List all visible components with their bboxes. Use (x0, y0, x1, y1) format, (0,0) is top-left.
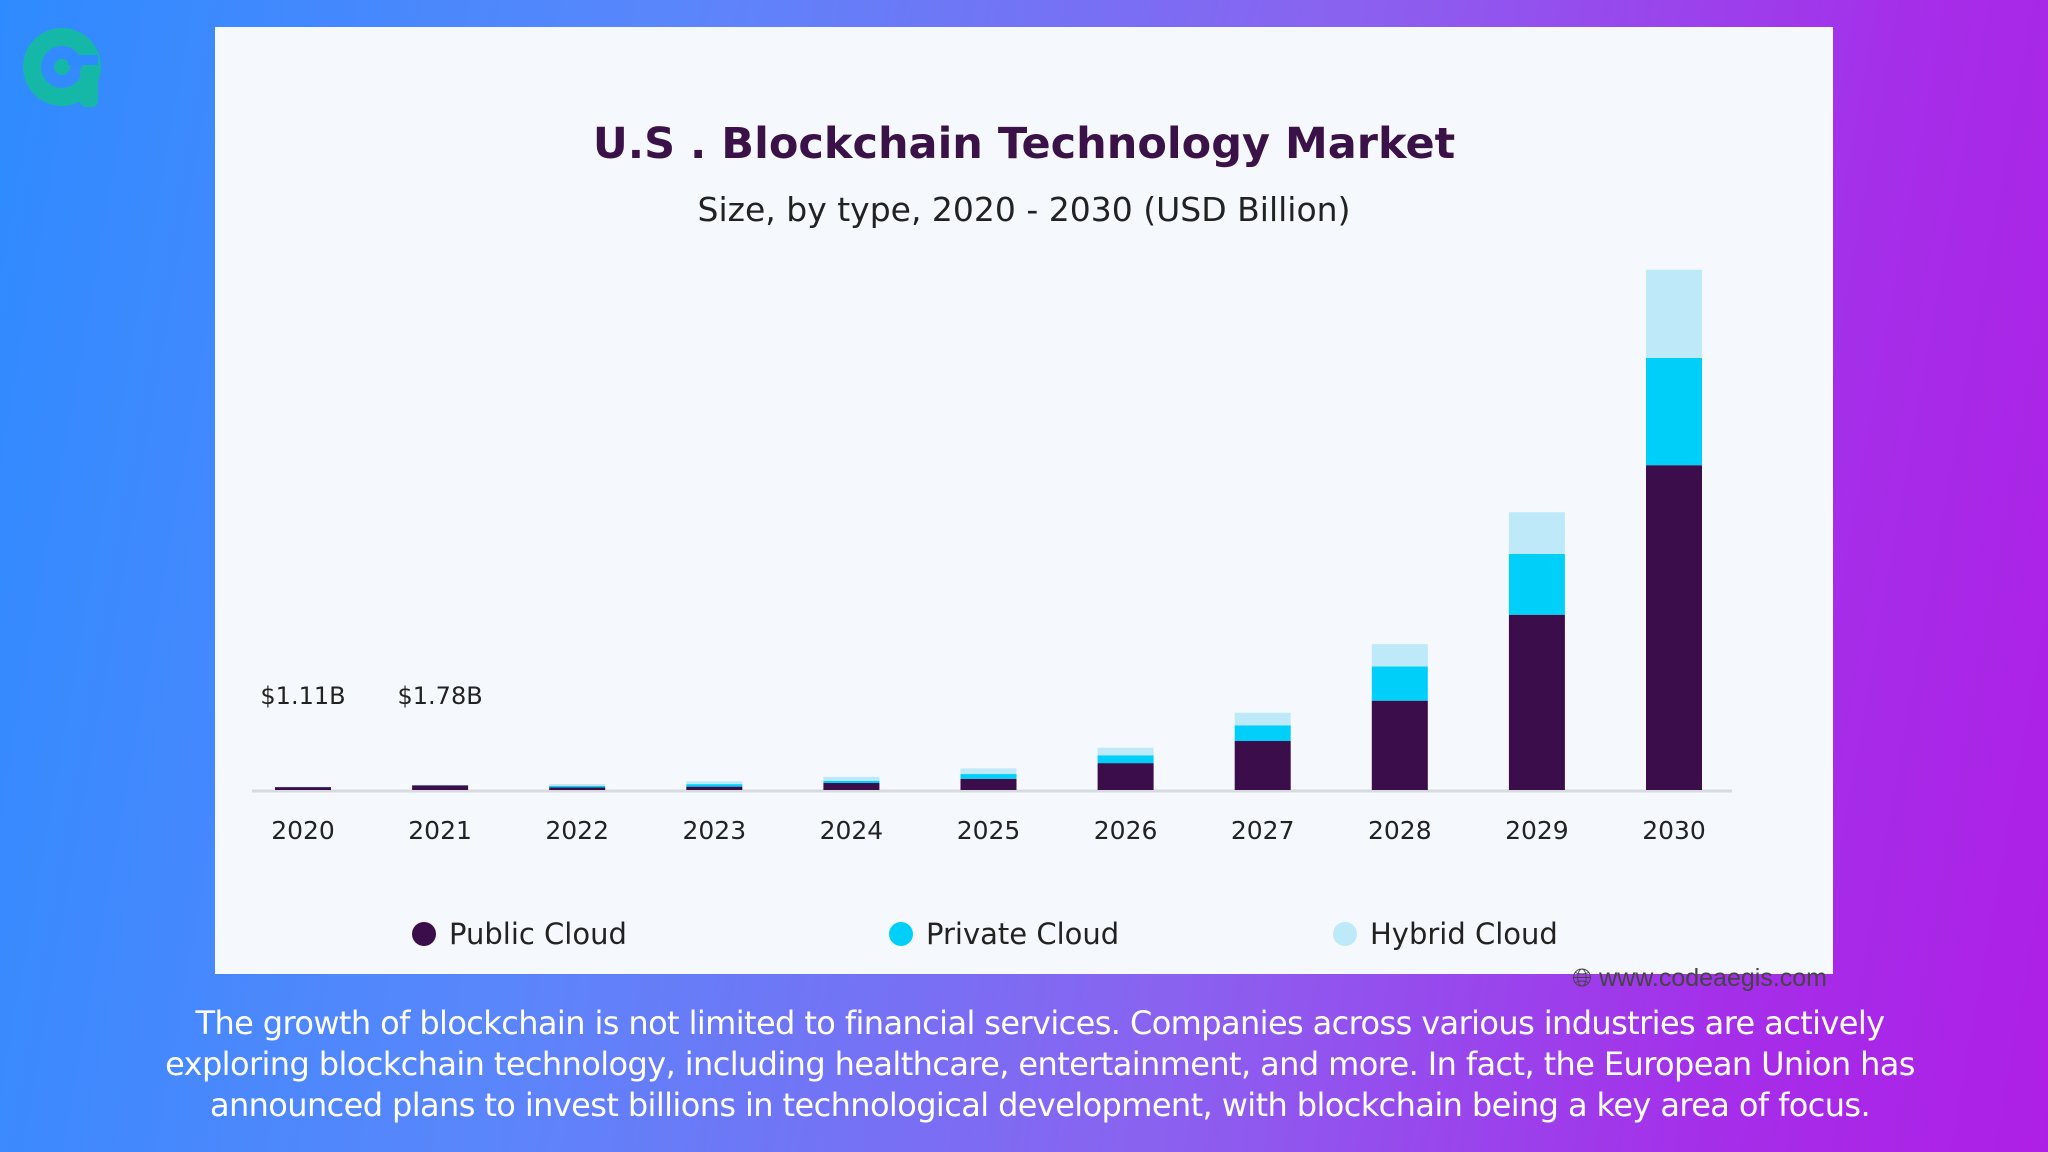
bar-hybrid-cloud-2027 (1234, 712, 1291, 726)
legend-private-cloud: Private Cloud (889, 917, 1119, 951)
bar-public-cloud-2029 (1508, 614, 1565, 790)
x-tick-label: 2025 (957, 816, 1021, 845)
chart-card: U.S . Blockchain Technology Market Size,… (215, 27, 1833, 992)
bar-private-cloud-2028 (1371, 666, 1428, 701)
bar-public-cloud-2022 (549, 787, 606, 790)
x-tick-label: 2029 (1505, 816, 1569, 845)
chart-title: U.S . Blockchain Technology Market (592, 119, 1456, 169)
bar-private-cloud-2026 (1097, 755, 1154, 764)
bar-hybrid-cloud-2025 (960, 768, 1017, 775)
bar-public-cloud-2025 (960, 778, 1017, 790)
bar-private-cloud-2025 (960, 774, 1017, 779)
legend-label: Private Cloud (926, 917, 1120, 951)
legend-hybrid-cloud: Hybrid Cloud (1333, 917, 1558, 951)
legend-label: Public Cloud (449, 917, 627, 951)
legend-swatch (1333, 922, 1357, 946)
bar-private-cloud-2029 (1508, 553, 1565, 615)
legend-label: Hybrid Cloud (1370, 917, 1558, 951)
bar-public-cloud-2026 (1097, 763, 1154, 790)
bar-private-cloud-2027 (1234, 725, 1291, 741)
bar-private-cloud-2022 (549, 785, 606, 788)
x-tick-label: 2020 (271, 816, 335, 845)
bar-hybrid-cloud-2030 (1646, 269, 1702, 358)
legend-swatch (412, 922, 436, 946)
x-tick-label: 2022 (545, 816, 609, 845)
bar-private-cloud-2030 (1646, 357, 1702, 466)
bar-private-cloud-2024 (823, 780, 880, 783)
x-tick-label: 2028 (1368, 816, 1432, 845)
bar-public-cloud-2028 (1371, 700, 1428, 790)
data-label: $1.78B (398, 682, 483, 710)
bar-hybrid-cloud-2029 (1508, 512, 1565, 554)
legend-public-cloud: Public Cloud (412, 917, 627, 951)
bar-public-cloud-2027 (1234, 741, 1291, 790)
watermark: 🌐︎ www.codeaegis.com (1572, 964, 1827, 993)
x-tick-label: 2024 (820, 816, 884, 845)
bar-hybrid-cloud-2024 (823, 776, 880, 781)
data-label: $1.11B (260, 682, 345, 710)
brand-logo-icon (23, 28, 101, 107)
chart-subtitle: Size, by type, 2020 - 2030 (USD Billion) (697, 190, 1351, 229)
watermark-url: www.codeaegis.com (1599, 964, 1827, 992)
bar-public-cloud-2024 (823, 783, 880, 790)
bar-chart: 2020 2021 2022 2023 2024 2025 2026 2027 2028 2029… (252, 269, 1732, 845)
legend-swatch (889, 922, 913, 946)
bar-public-cloud-2023 (686, 786, 743, 790)
x-tick-label: 2021 (408, 816, 472, 845)
x-tick-label: 2026 (1094, 816, 1158, 845)
bar-public-cloud-2030 (1646, 465, 1702, 790)
bar-public-cloud-2020 (275, 787, 331, 790)
x-tick-label: 2027 (1231, 816, 1295, 845)
bar-public-cloud-2021 (412, 785, 469, 790)
x-tick-label: 2023 (682, 816, 746, 845)
bar-hybrid-cloud-2028 (1371, 644, 1428, 667)
bar-hybrid-cloud-2026 (1097, 747, 1154, 756)
globe-icon: 🌐︎ (1572, 964, 1593, 992)
bar-hybrid-cloud-2023 (686, 781, 743, 785)
caption-text: The growth of blockchain is not limited … (165, 1004, 1915, 1124)
bar-hybrid-cloud-2022 (549, 783, 606, 786)
x-tick-label: 2030 (1642, 816, 1706, 845)
bar-private-cloud-2023 (686, 784, 743, 787)
